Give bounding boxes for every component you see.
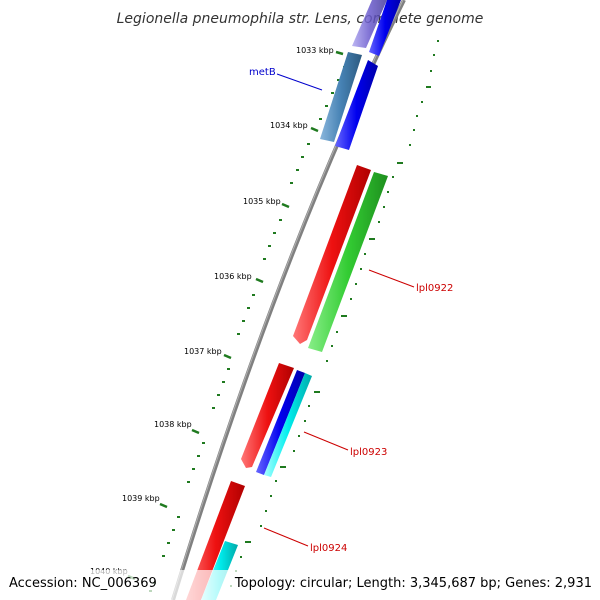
gene-label-metB[interactable]: metB xyxy=(249,67,276,78)
gene-label-lpl0923[interactable]: lpl0923 xyxy=(350,447,387,458)
kbp-label-1035: 1035 kbp xyxy=(243,197,281,206)
gene-red-2[interactable] xyxy=(241,363,294,468)
map-title: Legionella pneumophila str. Lens, comple… xyxy=(117,11,484,27)
kbp-label-1038: 1038 kbp xyxy=(154,420,192,429)
gene-metB-steelblue[interactable] xyxy=(320,52,362,142)
footer-background xyxy=(0,570,600,600)
kbp-label-1039: 1039 kbp xyxy=(122,494,160,503)
kbp-label-1037: 1037 kbp xyxy=(184,347,222,356)
gene-blue-outer-2[interactable] xyxy=(256,370,305,475)
outer-tick-track xyxy=(230,40,439,587)
gene-lpl0923-cyan[interactable] xyxy=(264,373,312,477)
kbp-label-1033: 1033 kbp xyxy=(296,46,334,55)
gene-lpl0922-green[interactable] xyxy=(308,172,388,352)
topology-text: Topology: circular; Length: 3,345,687 bp… xyxy=(234,576,592,591)
gene-label-lpl0922[interactable]: lpl0922 xyxy=(416,283,453,294)
gene-label-leaders xyxy=(263,73,415,547)
outer-strand-features xyxy=(201,0,401,600)
gene-purple-outer[interactable] xyxy=(369,0,401,56)
kbp-label-1034: 1034 kbp xyxy=(270,121,308,130)
accession-text: Accession: NC_006369 xyxy=(9,576,157,591)
gene-red-1[interactable] xyxy=(293,165,371,344)
kbp-label-1036: 1036 kbp xyxy=(214,272,252,281)
gene-purple-inner[interactable] xyxy=(352,0,387,48)
gene-blue-outer-1[interactable] xyxy=(335,60,378,150)
gene-label-lpl0924[interactable]: lpl0924 xyxy=(310,543,347,554)
